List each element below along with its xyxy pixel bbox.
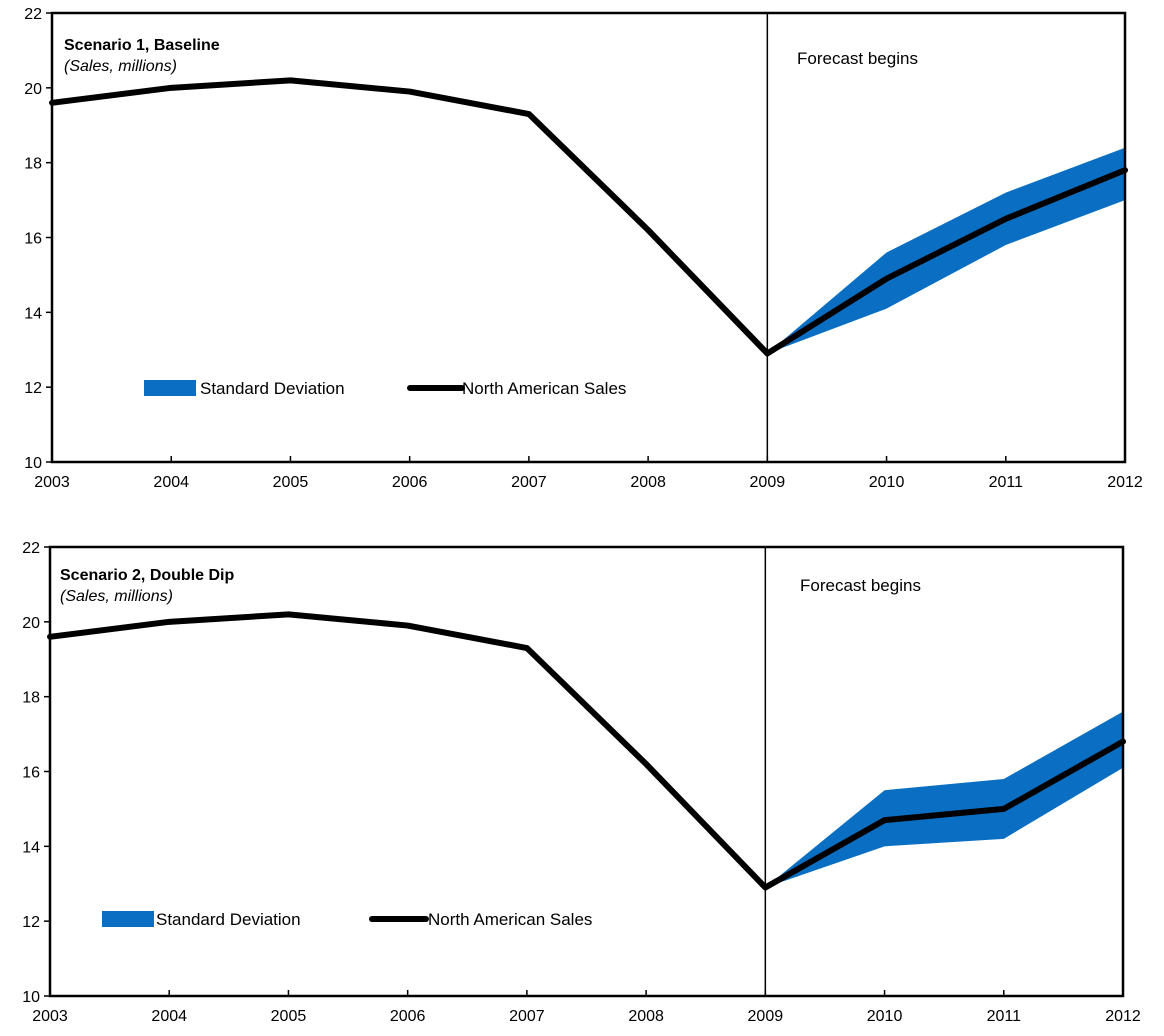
x-tick-label: 2006 xyxy=(392,474,428,491)
chart-scenario-1: 10 12 14 16 18 20 22 2003 2004 2005 2006 2007 2008 20… xyxy=(24,6,1143,491)
x-tick-label: 2009 xyxy=(750,474,786,491)
legend-label-standard-deviation: Standard Deviation xyxy=(156,910,301,929)
legend-swatch-standard-deviation xyxy=(144,380,196,396)
y-tick-label: 12 xyxy=(22,914,40,931)
y-tick-label: 22 xyxy=(24,6,42,23)
sales-point-2005 xyxy=(289,79,291,81)
legend-label-north-american-sales: North American Sales xyxy=(428,910,592,929)
chart-scenario-2: 10 12 14 16 18 20 22 2003 2004 2005 2006 2007 2008 20… xyxy=(22,540,1141,1025)
sales-point-2008 xyxy=(645,763,647,765)
x-tick-label: 2008 xyxy=(628,1008,664,1025)
sales-point-2006 xyxy=(409,91,411,93)
x-tick-label: 2009 xyxy=(748,1008,784,1025)
chart-title: Scenario 2, Double Dip xyxy=(60,567,234,584)
forecast-annotation: Forecast begins xyxy=(800,576,921,595)
y-tick-label: 20 xyxy=(24,81,42,98)
x-tick-label: 2007 xyxy=(509,1008,545,1025)
sales-point-2006 xyxy=(407,625,409,627)
y-tick-label: 10 xyxy=(24,455,42,472)
chart-subtitle: (Sales, millions) xyxy=(60,588,173,605)
sales-point-2004 xyxy=(168,621,170,623)
sales-point-2008 xyxy=(647,229,649,231)
sales-point-2007 xyxy=(526,647,528,649)
y-tick-label: 16 xyxy=(24,231,42,248)
x-tick-label: 2007 xyxy=(511,474,547,491)
sales-point-2009 xyxy=(766,352,768,354)
sales-point-2009 xyxy=(764,886,766,888)
sales-point-2005 xyxy=(287,613,289,615)
x-tick-label: 2006 xyxy=(390,1008,426,1025)
standard-deviation-band xyxy=(765,711,1123,888)
north-american-sales-line xyxy=(47,611,1126,891)
y-tick-label: 18 xyxy=(22,690,40,707)
sales-point-2010 xyxy=(886,278,888,280)
forecast-annotation: Forecast begins xyxy=(797,49,918,68)
x-tick-label: 2005 xyxy=(271,1008,307,1025)
sales-point-2011 xyxy=(1003,808,1005,810)
x-tick-label: 2004 xyxy=(153,474,189,491)
x-tick-label: 2012 xyxy=(1105,1008,1141,1025)
legend-label-north-american-sales: North American Sales xyxy=(462,379,626,398)
y-tick-label: 18 xyxy=(24,156,42,173)
x-tick-label: 2004 xyxy=(151,1008,187,1025)
y-tick-label: 12 xyxy=(24,380,42,397)
x-tick-label: 2003 xyxy=(32,1008,68,1025)
chart-subtitle: (Sales, millions) xyxy=(64,58,177,75)
x-tick-label: 2003 xyxy=(34,474,70,491)
x-tick-label: 2010 xyxy=(869,474,905,491)
y-tick-label: 20 xyxy=(22,615,40,632)
y-tick-label: 10 xyxy=(22,989,40,1006)
chart-title: Scenario 1, Baseline xyxy=(64,37,220,54)
north-american-sales-line xyxy=(49,77,1128,357)
sales-point-2010 xyxy=(884,819,886,821)
y-tick-label: 14 xyxy=(24,305,42,322)
x-tick-label: 2011 xyxy=(987,1008,1022,1025)
x-tick-label: 2011 xyxy=(989,474,1024,491)
sales-point-2004 xyxy=(170,87,172,89)
x-tick-label: 2010 xyxy=(867,1008,903,1025)
sales-point-2007 xyxy=(528,113,530,115)
x-tick-label: 2008 xyxy=(630,474,666,491)
x-tick-label: 2012 xyxy=(1107,474,1143,491)
x-tick-label: 2005 xyxy=(273,474,309,491)
y-tick-label: 14 xyxy=(22,839,40,856)
sales-point-2011 xyxy=(1005,218,1007,220)
legend-label-standard-deviation: Standard Deviation xyxy=(200,379,345,398)
y-tick-label: 22 xyxy=(22,540,40,557)
legend-swatch-standard-deviation xyxy=(102,911,154,927)
y-tick-label: 16 xyxy=(22,765,40,782)
